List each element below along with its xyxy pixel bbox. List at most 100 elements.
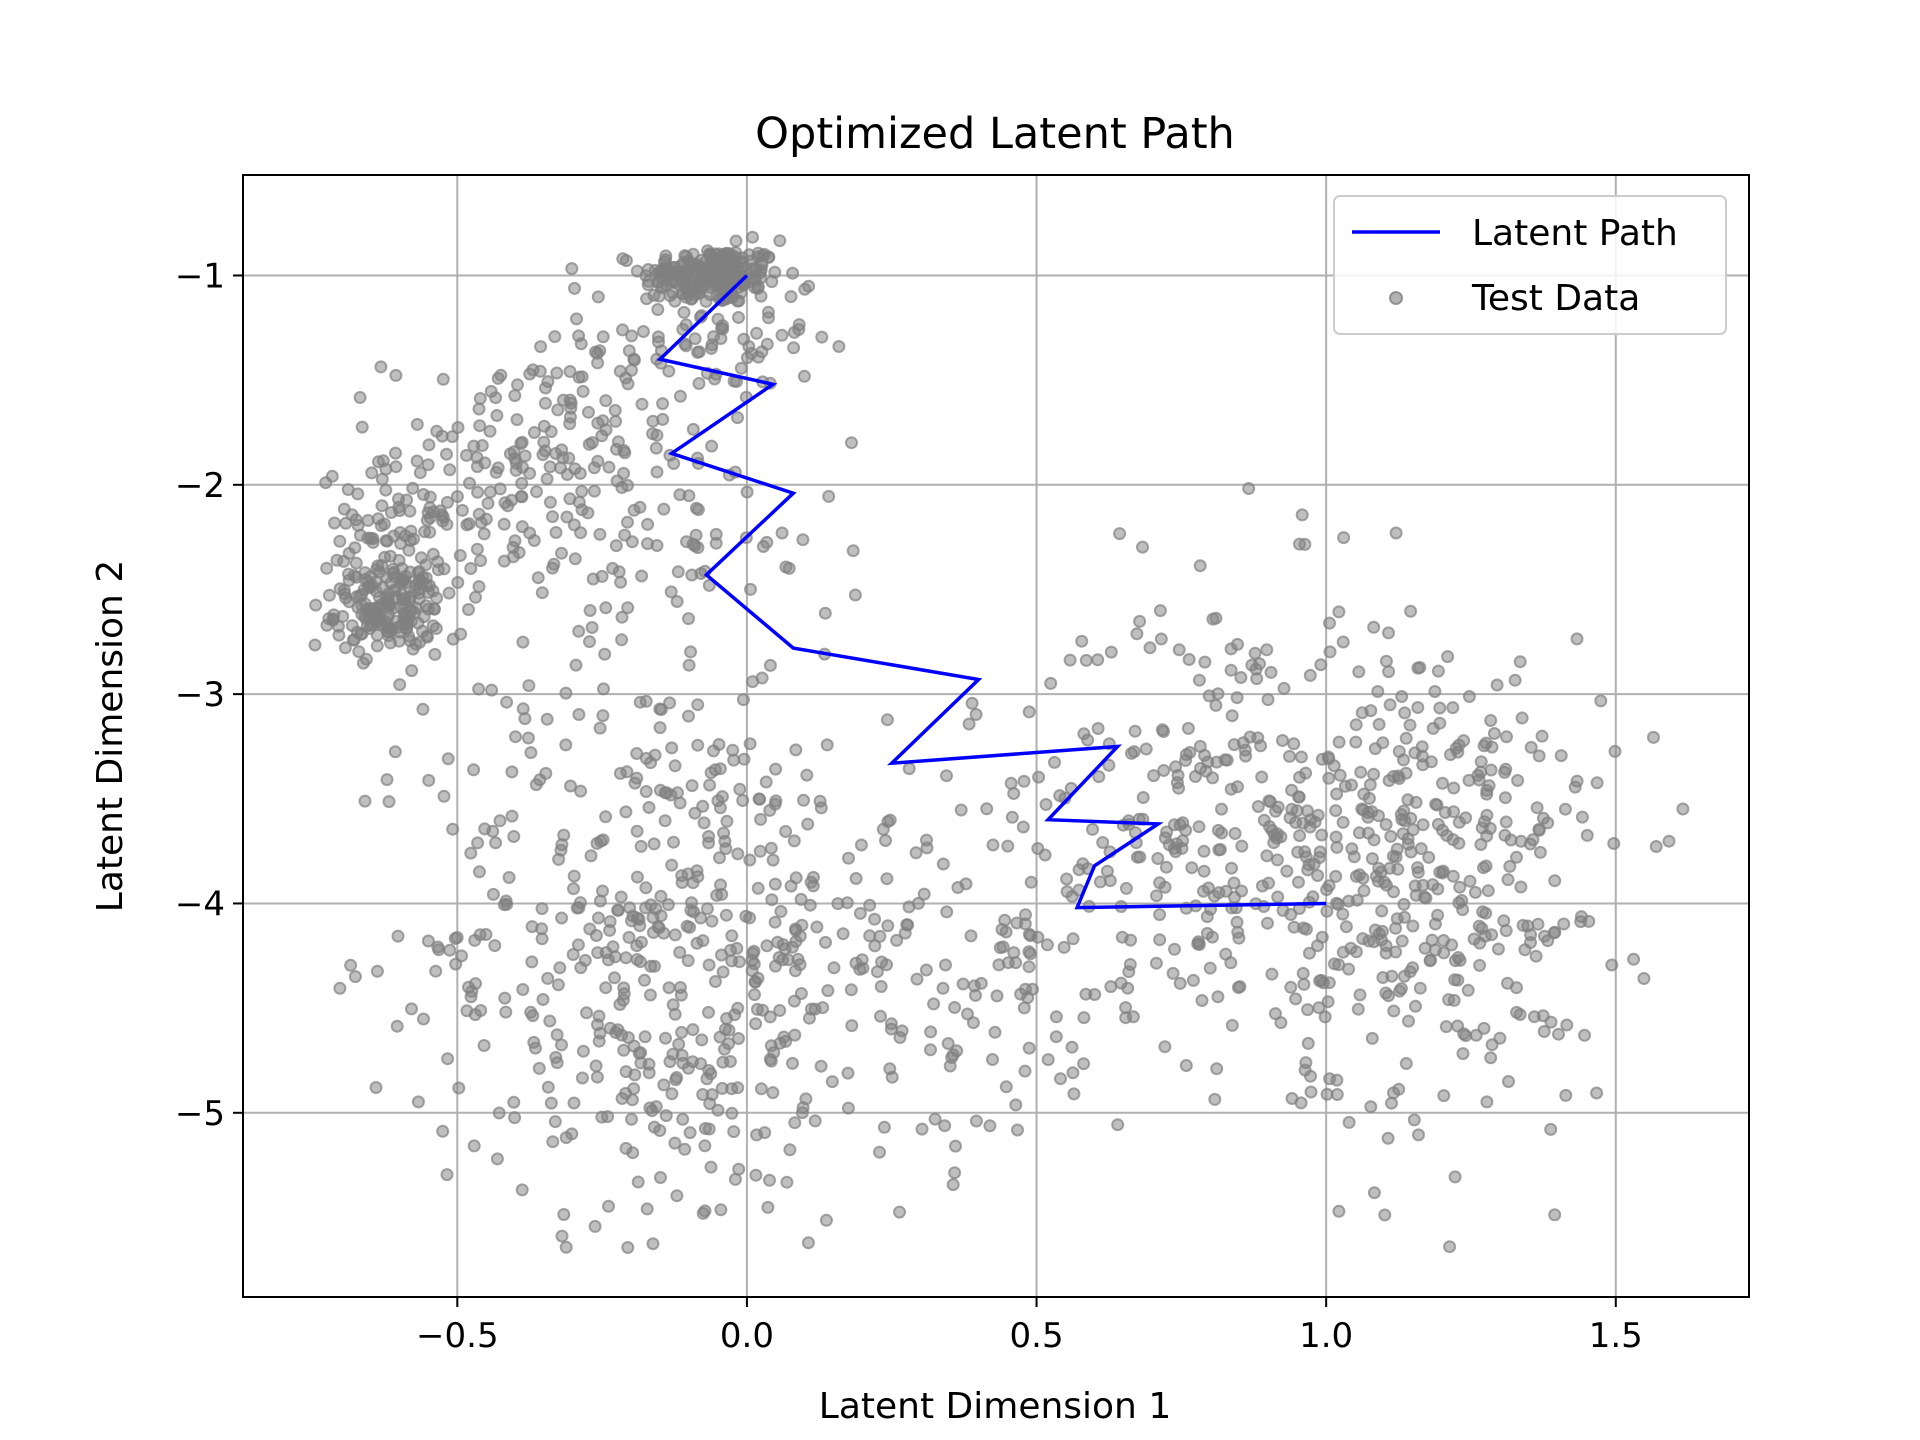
test-data-point — [486, 887, 500, 901]
test-data-point — [361, 531, 375, 545]
test-data-point — [488, 939, 502, 953]
test-data-point — [961, 1007, 974, 1021]
test-data-point — [1329, 869, 1343, 883]
test-data-point — [750, 1128, 764, 1142]
test-data-point — [1532, 749, 1546, 763]
test-data-point — [671, 565, 685, 579]
test-data-point — [1257, 813, 1271, 827]
legend-point-swatch — [1389, 291, 1403, 305]
test-data-point — [748, 988, 761, 1002]
test-data-point — [879, 834, 892, 847]
test-data-point — [481, 496, 495, 510]
test-data-point — [1315, 828, 1329, 842]
test-data-point — [463, 476, 476, 490]
test-data-point — [1521, 919, 1535, 933]
test-data-point — [1297, 977, 1311, 991]
test-data-point — [819, 935, 832, 949]
test-data-point — [1294, 750, 1308, 764]
test-data-point — [969, 1114, 983, 1128]
test-data-point — [1336, 907, 1350, 921]
test-data-point — [527, 1035, 541, 1049]
test-data-point — [722, 1023, 736, 1037]
test-data-point — [1537, 1025, 1551, 1038]
test-data-point — [1093, 875, 1107, 889]
test-data-point — [946, 1048, 960, 1062]
test-data-point — [1541, 816, 1555, 830]
test-data-point — [1323, 645, 1337, 659]
test-data-point — [1260, 643, 1274, 657]
test-data-point — [409, 637, 423, 651]
test-data-point — [677, 305, 691, 319]
test-data-point — [526, 363, 540, 377]
test-data-point — [440, 1168, 454, 1182]
test-data-point — [683, 1126, 697, 1140]
test-data-point — [1376, 736, 1390, 750]
test-data-point — [969, 708, 983, 721]
test-data-point — [333, 981, 347, 995]
test-data-point — [775, 526, 789, 540]
test-data-point — [423, 511, 437, 525]
test-data-point — [309, 598, 323, 612]
test-data-point — [827, 961, 841, 975]
test-data-point — [413, 466, 427, 480]
test-data-point — [455, 503, 469, 517]
test-data-point — [761, 305, 775, 319]
test-data-point — [1514, 834, 1528, 848]
test-data-point — [319, 476, 333, 490]
test-data-point — [849, 872, 863, 885]
test-data-point — [575, 370, 589, 384]
test-data-point — [1333, 768, 1347, 782]
test-data-point — [429, 622, 443, 635]
test-data-point — [1323, 1072, 1337, 1086]
test-data-point — [467, 439, 481, 453]
test-data-point — [1255, 879, 1269, 893]
test-data-point — [788, 1116, 802, 1130]
test-data-point — [1022, 1041, 1036, 1055]
test-data-point — [1559, 1088, 1573, 1102]
test-data-point — [505, 809, 519, 823]
test-data-point — [587, 484, 601, 498]
test-data-point — [382, 795, 396, 809]
test-data-point — [1396, 827, 1410, 841]
test-data-point — [652, 335, 665, 349]
test-data-point — [751, 881, 765, 895]
test-data-point — [1480, 787, 1494, 801]
test-data-point — [1066, 1066, 1080, 1080]
test-data-point — [1365, 805, 1379, 819]
test-data-point — [428, 647, 442, 661]
test-data-point — [948, 1001, 962, 1014]
test-data-point — [702, 1005, 715, 1019]
test-data-point — [591, 356, 605, 370]
test-data-point — [470, 542, 484, 556]
test-data-point — [940, 769, 953, 783]
test-data-point — [1299, 766, 1313, 780]
test-data-point — [1382, 626, 1395, 640]
test-data-point — [575, 1071, 589, 1085]
test-data-point — [430, 591, 444, 605]
test-data-point — [1017, 1001, 1031, 1015]
test-data-point — [1104, 645, 1118, 659]
test-data-point — [940, 905, 954, 919]
test-data-point — [684, 645, 698, 659]
test-data-point — [773, 1004, 787, 1017]
test-data-point — [590, 1070, 604, 1084]
test-data-point — [1264, 665, 1278, 679]
test-data-point — [666, 286, 680, 300]
test-data-point — [493, 814, 507, 828]
test-data-point — [1185, 861, 1199, 875]
test-data-point — [1271, 890, 1285, 904]
test-data-point — [924, 1025, 938, 1039]
test-data-point — [1448, 1170, 1462, 1184]
test-data-point — [593, 527, 607, 541]
test-data-point — [948, 1166, 962, 1180]
test-data-point — [1113, 527, 1127, 541]
test-data-point — [1445, 938, 1459, 952]
test-data-point — [441, 1052, 455, 1066]
test-data-point — [682, 709, 695, 723]
test-data-point — [703, 778, 717, 792]
test-data-point — [646, 414, 660, 428]
test-data-point — [663, 696, 677, 710]
test-data-point — [449, 957, 463, 971]
test-data-point — [563, 365, 577, 378]
test-data-point — [1530, 801, 1544, 815]
